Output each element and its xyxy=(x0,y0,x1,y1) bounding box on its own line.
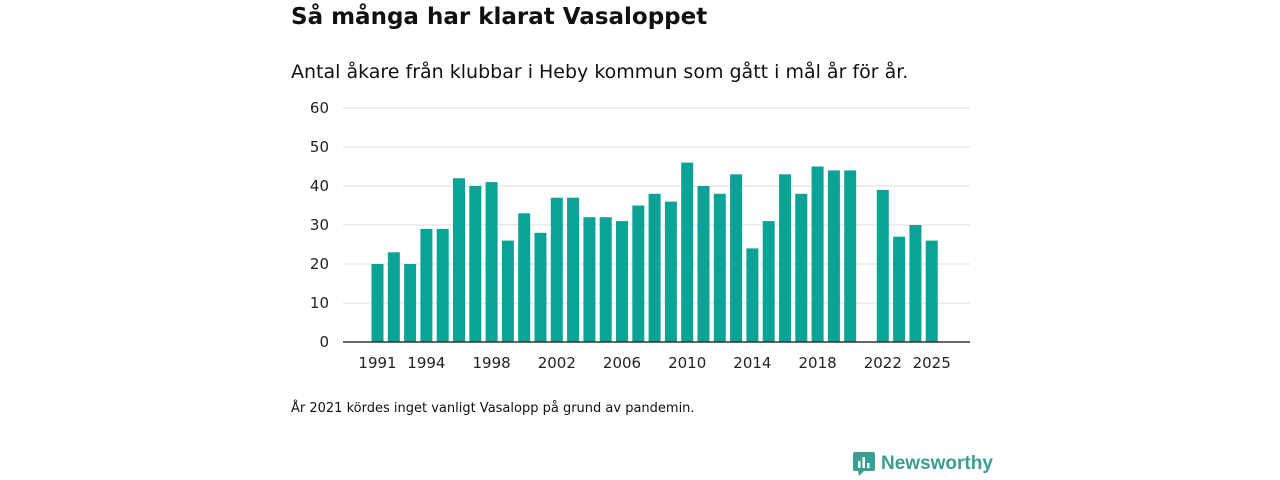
x-tick-label-1994: 1994 xyxy=(407,354,445,372)
bar-2024 xyxy=(909,225,922,342)
y-tick-label-10: 10 xyxy=(310,294,329,312)
bar-1994 xyxy=(420,228,433,342)
x-tick-label-2022: 2022 xyxy=(864,354,902,372)
bar-2014 xyxy=(746,248,759,342)
bar-2006 xyxy=(616,221,628,342)
bar-1996 xyxy=(453,178,465,342)
bar-1995 xyxy=(436,228,449,342)
brand-logo: Newsworthy xyxy=(853,452,993,476)
bar-2008 xyxy=(648,193,661,342)
y-tick-label-0: 0 xyxy=(319,333,329,351)
y-tick-label-20: 20 xyxy=(310,255,329,273)
x-tick-label-2018: 2018 xyxy=(799,354,837,372)
y-tick-label-40: 40 xyxy=(310,177,329,195)
y-tick-label-50: 50 xyxy=(310,138,329,156)
chart-title: Så många har klarat Vasaloppet xyxy=(291,4,708,30)
bar-1993 xyxy=(404,264,417,342)
bar-2016 xyxy=(779,174,791,342)
bar-2001 xyxy=(534,232,547,342)
bar-2010 xyxy=(681,162,694,342)
y-axis-ticks: 0 10 20 30 40 50 60 xyxy=(310,99,329,351)
bar-chart: 0 10 20 30 40 50 60 1991 1994 1998 2002 2006 2010 20… xyxy=(310,99,970,372)
bar-2007 xyxy=(632,205,645,342)
bar-1991 xyxy=(371,264,384,342)
bar-2003 xyxy=(567,197,580,342)
bar-2017 xyxy=(795,193,808,342)
bar-2009 xyxy=(664,201,677,342)
bar-1998 xyxy=(485,182,498,342)
bar-1997 xyxy=(469,186,482,342)
bar-1992 xyxy=(387,252,400,342)
bar-2013 xyxy=(730,174,743,342)
x-tick-label-2006: 2006 xyxy=(603,354,641,372)
x-tick-label-1991: 1991 xyxy=(358,354,396,372)
y-tick-label-30: 30 xyxy=(310,216,329,234)
x-axis-ticks: 1991 1994 1998 2002 2006 2010 2014 2018 2022 2025 xyxy=(358,354,950,372)
x-tick-label-2010: 2010 xyxy=(668,354,706,372)
bar-2000 xyxy=(518,213,531,342)
bar-2023 xyxy=(893,236,906,342)
brand-name: Newsworthy xyxy=(881,453,993,474)
chart-subtitle: Antal åkare från klubbar i Heby kommun s… xyxy=(291,61,909,83)
bar-2002 xyxy=(550,197,563,342)
bars xyxy=(371,162,938,342)
x-tick-label-2002: 2002 xyxy=(538,354,576,372)
bar-2004 xyxy=(583,217,596,342)
y-tick-label-60: 60 xyxy=(310,99,329,117)
bar-2019 xyxy=(827,170,840,342)
x-tick-label-2014: 2014 xyxy=(733,354,771,372)
bar-2012 xyxy=(713,193,726,342)
footnote: År 2021 kördes inget vanligt Vasalopp på… xyxy=(291,401,695,416)
bar-2018 xyxy=(811,166,824,342)
bar-1999 xyxy=(501,240,514,342)
bar-2015 xyxy=(762,221,775,342)
x-tick-label-1998: 1998 xyxy=(473,354,511,372)
newsworthy-logo-icon xyxy=(853,452,875,476)
x-tick-label-2025: 2025 xyxy=(913,354,951,372)
bar-2005 xyxy=(599,217,612,342)
bar-2025 xyxy=(925,240,938,342)
bar-2020 xyxy=(844,170,857,342)
bar-2011 xyxy=(697,186,710,342)
bar-2022 xyxy=(876,189,889,342)
